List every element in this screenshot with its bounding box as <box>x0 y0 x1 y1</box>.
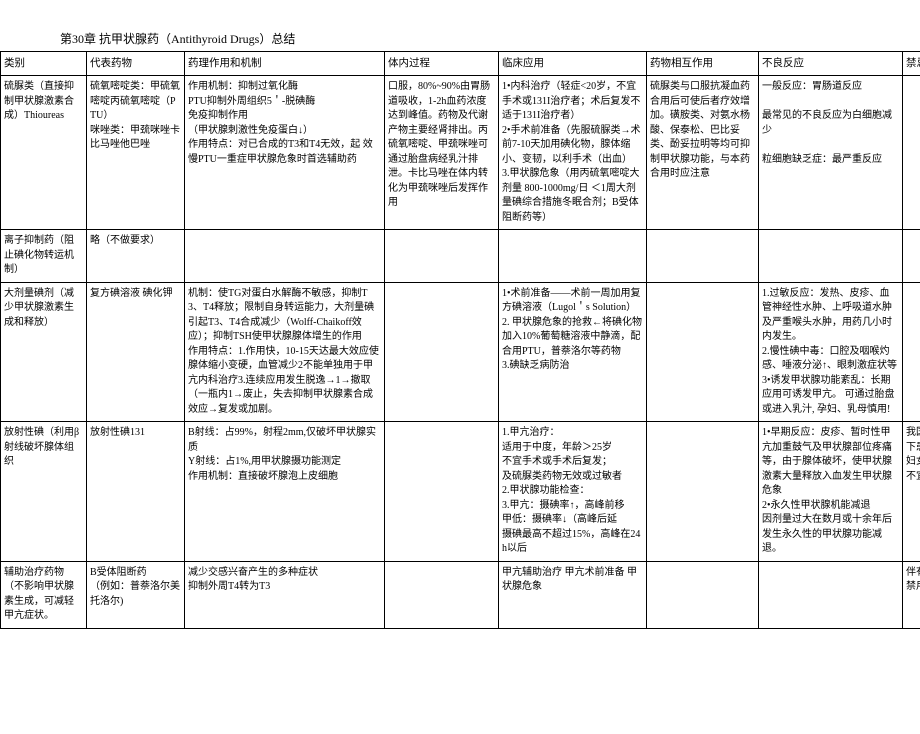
cell <box>647 422 759 562</box>
cell: 我国药典规定，20岁以下患者，妊娠或哺乳的妇女及肾功能不良者均不宜应用 <box>903 422 920 562</box>
cell: B受体阻断药（例如：普萘洛尔美托洛尔) <box>87 561 185 628</box>
table-row: 大剂量碘剂（减少甲状腺激素生成和释放）复方碘溶液 碘化钾机制：使TG对蛋白水解酶… <box>1 282 920 422</box>
cell: 一般反应：胃肠道反应最常见的不良反应为白细胞减少粒细胞缺乏症：最严重反应 <box>759 76 903 230</box>
col-invivo: 体内过程 <box>385 52 499 76</box>
table-row: 硫脲类（直接抑制甲状腺激素合成）Thioureas硫氧嘧啶类：甲硫氧嘧啶丙硫氧嘧… <box>1 76 920 230</box>
cell <box>647 561 759 628</box>
cell <box>903 76 920 230</box>
cell: 硫氧嘧啶类：甲硫氧嘧啶丙硫氧嘧啶（PTU）咪唑类：甲巯咪唑卡比马唑他巴唑 <box>87 76 185 230</box>
table-row: 离子抑制药（阻止碘化物转运机制）略（不做要求） <box>1 230 920 283</box>
cell <box>647 282 759 422</box>
cell: 硫脲类（直接抑制甲状腺激素合成）Thioureas <box>1 76 87 230</box>
cell: 1•内科治疗（轻症<20岁，不宜手术或131I治疗者；术后复发不适于131I治疗… <box>499 76 647 230</box>
col-clinical: 临床应用 <box>499 52 647 76</box>
cell: 离子抑制药（阻止碘化物转运机制） <box>1 230 87 283</box>
cell: 放射性碘（利用β射线破坏腺体组织 <box>1 422 87 562</box>
cell: 大剂量碘剂（减少甲状腺激素生成和释放） <box>1 282 87 422</box>
col-mechanism: 药理作用和机制 <box>185 52 385 76</box>
cell: 复方碘溶液 碘化钾 <box>87 282 185 422</box>
cell <box>759 230 903 283</box>
cell <box>903 282 920 422</box>
cell: 甲亢辅助治疗 甲亢术前准备 甲状腺危象 <box>499 561 647 628</box>
cell <box>385 282 499 422</box>
cell <box>903 230 920 283</box>
col-contra: 禁忌症 <box>903 52 920 76</box>
cell: 机制：使TG对蛋白水解酶不敏感，抑制T3、T4释放；限制自身转运能力，大剂量碘引… <box>185 282 385 422</box>
cell: 作用机制：抑制过氧化酶PTU抑制外周组织5＇-脱碘酶免疫抑制作用（甲状腺刺激性免… <box>185 76 385 230</box>
col-adverse: 不良反应 <box>759 52 903 76</box>
cell <box>499 230 647 283</box>
cell <box>759 561 903 628</box>
cell <box>647 230 759 283</box>
cell: 略（不做要求） <box>87 230 185 283</box>
cell: 1•术前准备——术前一周加用复方碘溶液（Lugol＇s Solution）2. … <box>499 282 647 422</box>
col-category: 类别 <box>1 52 87 76</box>
table-row: 放射性碘（利用β射线破坏腺体组织放射性碘131B射线：占99%，射程2mm,仅破… <box>1 422 920 562</box>
cell: 辅助治疗药物（不影响甲状腺素生成，可减轻甲亢症状。 <box>1 561 87 628</box>
cell: 硫脲类与口服抗凝血药合用后可使后者疗效增加。磺胺类、对氨水杨酸、保泰松、巴比妥类… <box>647 76 759 230</box>
page-title: 第30章 抗甲状腺药（Antithyroid Drugs）总结 <box>0 30 920 47</box>
cell <box>185 230 385 283</box>
cell: 减少交感兴奋产生的多种症状抑制外周T4转为T3 <box>185 561 385 628</box>
cell: 放射性碘131 <box>87 422 185 562</box>
table-header-row: 类别 代表药物 药理作用和机制 体内过程 临床应用 药物相互作用 不良反应 禁忌… <box>1 52 920 76</box>
cell: 伴有充血性心力衰竭者禁用 <box>903 561 920 628</box>
col-drugs: 代表药物 <box>87 52 185 76</box>
cell: 1.过敏反应：发热、皮疹、血管神经性水肿、上呼吸道水肿及严重喉头水肿，用药几小时… <box>759 282 903 422</box>
cell <box>385 561 499 628</box>
cell <box>385 422 499 562</box>
cell: 1.甲亢治疗：适用于中度，年龄＞25岁不宜手术或手术后复发；及硫脲类药物无效或过… <box>499 422 647 562</box>
drug-summary-table: 类别 代表药物 药理作用和机制 体内过程 临床应用 药物相互作用 不良反应 禁忌… <box>0 51 920 629</box>
cell: 1•早期反应：皮疹、暂时性甲亢加重鼓气及甲状腺部位疼痛等，由于腺体破坏，使甲状腺… <box>759 422 903 562</box>
table-row: 辅助治疗药物（不影响甲状腺素生成，可减轻甲亢症状。B受体阻断药（例如：普萘洛尔美… <box>1 561 920 628</box>
cell: 口服，80%~90%由胃肠道吸收，1-2h血药浓度达到峰值。药物及代谢产物主要经… <box>385 76 499 230</box>
cell <box>385 230 499 283</box>
cell: B射线：占99%，射程2mm,仅破坏甲状腺实质Y射线：占1%,用甲状腺摄功能测定… <box>185 422 385 562</box>
col-interaction: 药物相互作用 <box>647 52 759 76</box>
